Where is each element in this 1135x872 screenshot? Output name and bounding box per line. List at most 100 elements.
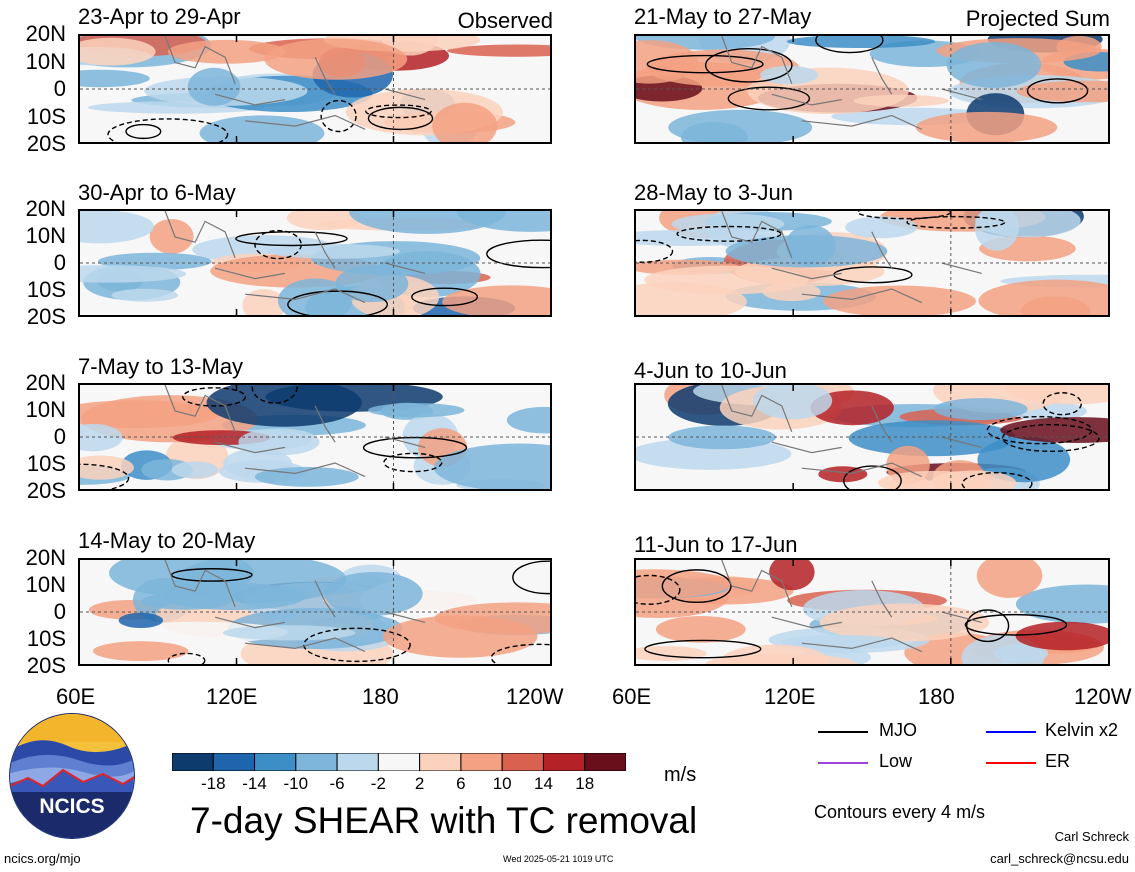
lat-label-row3-10n: 10N (25, 397, 66, 422)
mjo-contour (1001, 423, 1100, 453)
panel-title-left-1: 23-Apr to 29-Apr (78, 4, 241, 29)
shear-anomaly-patch (786, 36, 936, 49)
lat-label-row4-20s: 20S (26, 653, 66, 678)
lat-label-row2-20s: 20S (26, 304, 66, 329)
mjo-contour (182, 387, 247, 407)
shear-anomaly-patch (80, 211, 155, 244)
footer-author: Carl Schreck (1054, 829, 1129, 844)
lon-label-right-180: 180 (918, 684, 955, 709)
shear-anomaly-patch (644, 265, 809, 295)
panel-title-left-4: 14-May to 20-May (78, 528, 256, 553)
colorbar-tick-label: -14 (242, 774, 267, 793)
mjo-contour (320, 99, 357, 133)
lat-label-row1-10n: 10N (25, 48, 66, 74)
coastline (164, 211, 426, 304)
shear-anomaly-patch (720, 644, 829, 664)
legend-kelvin-label: Kelvin x2 (1045, 720, 1119, 740)
shear-anomaly-patch (383, 615, 538, 658)
coastline (164, 560, 426, 653)
lon-label-right-120e: 120E (764, 684, 816, 709)
coastline (721, 560, 982, 653)
coastline (721, 385, 982, 478)
colorbar-tick-label: -2 (370, 774, 386, 793)
shear-anomaly-patch (368, 403, 465, 418)
panel-title-right-2: 28-May to 3-Jun (634, 180, 793, 205)
shear-anomaly-patch (277, 278, 353, 315)
mjo-contour (512, 560, 550, 595)
shear-anomaly-patch (286, 211, 362, 231)
shear-anomaly-patch (446, 44, 550, 57)
shear-anomaly-patch (93, 641, 189, 662)
mjo-contour (365, 104, 432, 119)
map-panel-right-3 (634, 383, 1110, 491)
shear-anomaly-patch (977, 436, 1071, 483)
mjo-contour (251, 385, 298, 404)
map-panel-right-2 (634, 209, 1110, 317)
mjo-contour (167, 652, 206, 664)
footer-email[interactable]: carl_schreck@ncsu.edu (990, 851, 1129, 866)
lat-label-row3-20n: 20N (25, 370, 66, 395)
colorbar-tick-label: 2 (414, 774, 425, 793)
panel-title-right-1: 21-May to 27-May (634, 4, 812, 29)
lat-label-row3-0: 0 (53, 424, 66, 449)
shear-anomaly-patch (915, 111, 1058, 142)
colorbar-bin-4 (336, 752, 379, 772)
mjo-contour (644, 639, 762, 659)
shear-anomaly-patch (149, 218, 194, 254)
logo-text: NCICS (39, 795, 104, 818)
legend-low-label: Low (879, 751, 913, 771)
footer-url[interactable]: ncics.org/mjo (4, 851, 81, 866)
shear-anomaly-patch (845, 216, 918, 239)
colorbar-bin-1 (212, 752, 256, 772)
shear-anomaly-patch (933, 398, 1028, 421)
shear-anomaly-patch (671, 213, 785, 235)
mjo-contour (661, 569, 732, 604)
colorbar-bin-10 (584, 752, 627, 772)
mjo-contour (906, 215, 1006, 229)
legend-er-label: ER (1045, 751, 1071, 771)
lat-label-row1-20s: 20S (26, 131, 66, 156)
contour-note: Contours every 4 m/s (814, 802, 986, 822)
colorbar-bin-6 (419, 752, 462, 772)
main-title: 7-day SHEAR with TC removal (190, 800, 698, 841)
colorbar-tick-label: 18 (575, 774, 595, 793)
shear-anomaly-patch (80, 37, 156, 66)
colorbar-bin-0 (171, 752, 214, 772)
shear-anomaly-patch (823, 285, 976, 315)
ncics-logo: NCICS (8, 712, 136, 840)
colorbar-bin-5 (377, 752, 421, 772)
shear-anomaly-patch (506, 406, 550, 434)
lat-label-row1-0: 0 (53, 76, 66, 101)
colorbar-tick-label: 6 (456, 774, 466, 793)
shear-anomaly-patch (753, 385, 833, 420)
panel-title-left-3: 7-May to 13-May (78, 354, 244, 379)
shear-anomaly-patch (238, 428, 320, 456)
shear-anomaly-patch (111, 288, 178, 302)
mjo-contour (125, 123, 162, 140)
lat-label-row3-20s: 20S (26, 478, 66, 503)
lat-label-row3-10s: 10S (26, 451, 66, 476)
shear-anomaly-patch (930, 470, 1017, 489)
shear-anomaly-patch (975, 211, 1081, 238)
mjo-contour (367, 106, 434, 131)
shear-anomaly-patch (349, 211, 506, 234)
colorbar-tick-label: -10 (283, 774, 309, 793)
colorbar-bin-8 (501, 752, 544, 772)
shear-anomaly-patch (993, 643, 1049, 663)
lon-label-left-120w: 120W (506, 684, 564, 709)
shear-anomaly-patch (769, 560, 815, 591)
colorbar-units: m/s (664, 764, 697, 786)
lat-label-row4-20n: 20N (25, 545, 66, 570)
mjo-contour (815, 36, 884, 54)
shear-anomaly-patch (80, 265, 187, 283)
mjo-contour (646, 54, 764, 74)
shear-anomaly-patch (655, 616, 746, 643)
shear-anomaly-patch (432, 102, 498, 142)
lon-label-left-120e: 120E (206, 684, 258, 709)
map-panel-right-4 (634, 558, 1110, 666)
mjo-contour (486, 239, 550, 269)
legend-mjo-line (818, 731, 868, 733)
shear-anomaly-patch (976, 560, 1043, 598)
colorbar-bin-3 (295, 752, 338, 772)
colorbar-bin-9 (542, 752, 586, 772)
